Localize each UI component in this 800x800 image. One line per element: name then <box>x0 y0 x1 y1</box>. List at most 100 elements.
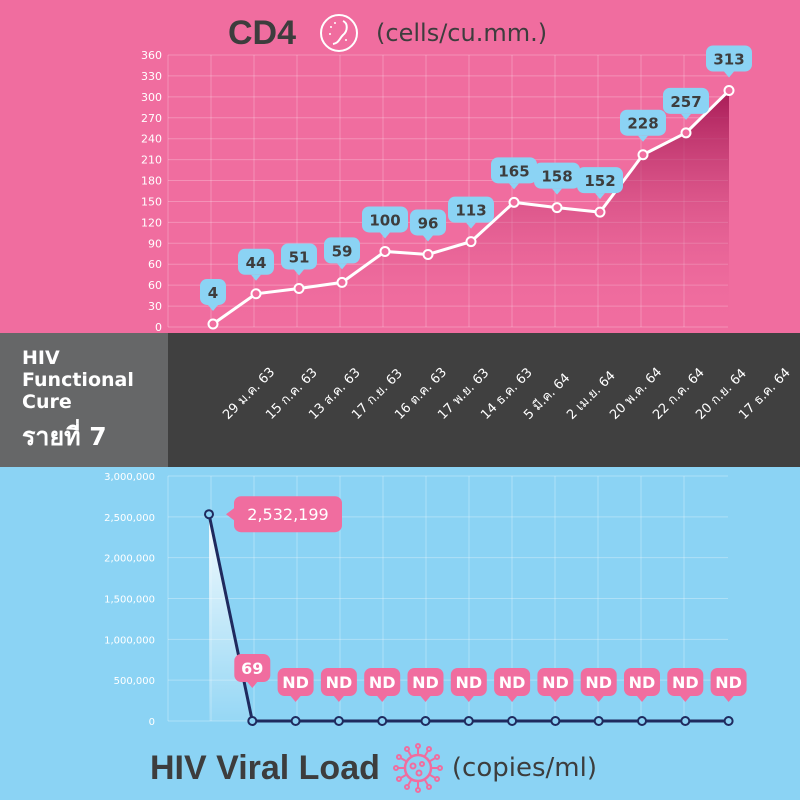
vl-label-text: 69 <box>241 659 263 678</box>
vl-label-text: ND <box>412 673 439 692</box>
cd4-label-text: 165 <box>498 162 529 180</box>
vl-label-bubble <box>277 668 314 696</box>
vl-label-pointer <box>723 696 734 702</box>
cd4-label-text: 113 <box>455 202 486 220</box>
vl-point <box>204 509 214 520</box>
virus-spike <box>428 757 436 763</box>
cd4-point <box>379 245 391 257</box>
vl-y-tick: 1,000,000 <box>104 635 155 646</box>
case-number: รายที่ 7 <box>22 422 107 451</box>
vl-y-tick: 3,000,000 <box>104 472 155 483</box>
cd4-y-tick: 360 <box>141 49 162 62</box>
vl-y-tick: 2,500,000 <box>104 513 155 524</box>
vl-data-label: ND <box>580 668 617 702</box>
virus-spike-tip <box>395 754 402 760</box>
cd4-data-label: 4 <box>200 278 226 311</box>
cd4-label-pointer <box>681 113 691 120</box>
cd4-y-tick: 330 <box>141 70 162 83</box>
virus-spike-tip <box>425 784 432 791</box>
cd4-label-pointer <box>337 263 347 270</box>
cd4-y-tick: 60 <box>148 258 162 271</box>
cd4-data-label: 113 <box>448 196 494 229</box>
vl-label-bubble <box>710 668 747 696</box>
vl-data-label: ND <box>667 668 704 702</box>
vl-label-bubble <box>667 668 704 696</box>
vl-label-bubble <box>234 496 342 533</box>
vl-y-tick: 0 <box>149 717 155 728</box>
cd4-label-bubble <box>281 243 317 270</box>
vl-point <box>333 716 344 726</box>
vl-label-bubble <box>580 668 617 696</box>
cd4-data-label: 44 <box>238 248 274 281</box>
cd4-label-bubble <box>534 162 580 189</box>
cd4-title-text: CD4 <box>228 13 297 52</box>
cd4-label-pointer <box>466 222 476 229</box>
cd4-label-text: 313 <box>713 51 744 69</box>
virus-spike <box>423 750 429 758</box>
cd4-point <box>551 202 563 214</box>
vl-label-pointer <box>226 508 234 521</box>
vl-label-bubble <box>407 668 444 696</box>
viral-load-unit: (copies/ml) <box>451 753 597 783</box>
cd4-point <box>508 196 520 208</box>
cd4-y-tick: 120 <box>141 216 162 229</box>
cd4-data-label: 313 <box>706 45 752 78</box>
cd4-label-bubble <box>362 206 408 233</box>
cd4-data-label: 228 <box>620 109 666 142</box>
vl-data-label: ND <box>364 668 401 702</box>
case-box: HIV Functional Cure รายที่ 7 <box>0 333 168 467</box>
cd4-label-pointer <box>509 183 519 190</box>
vl-point <box>507 716 518 726</box>
cd4-label-text: 257 <box>670 93 701 111</box>
vl-point <box>290 716 301 726</box>
vl-data-label: ND <box>537 668 574 702</box>
vl-label-pointer <box>377 696 388 702</box>
cd4-label-pointer <box>552 188 562 195</box>
vl-point <box>377 716 388 726</box>
virus-spike-tip <box>392 765 399 771</box>
cd4-label-bubble <box>577 167 623 194</box>
cd4-label-pointer <box>595 193 605 200</box>
vl-data-label: ND <box>450 668 487 702</box>
vl-label-bubble <box>494 668 531 696</box>
virus-spike-tip <box>403 784 410 791</box>
vl-label-text: ND <box>369 673 396 692</box>
cd4-label-bubble <box>448 196 494 223</box>
cd4-label-bubble <box>324 237 360 264</box>
vl-label-pointer <box>637 696 647 702</box>
vl-point <box>637 716 647 726</box>
vl-label-pointer <box>333 696 344 702</box>
vl-point <box>550 716 561 726</box>
virus-spike-tip <box>433 776 440 782</box>
cd4-y-tick: 30 <box>148 300 162 313</box>
vl-label-bubble <box>364 668 401 696</box>
cd4-point <box>465 236 477 248</box>
cd4-point <box>680 127 692 139</box>
case-line2: Functional <box>22 369 134 391</box>
cd4-label-pointer <box>724 71 734 78</box>
cd4-point <box>594 206 606 218</box>
cd4-point <box>250 288 262 300</box>
cd4-label-pointer <box>294 269 304 276</box>
vl-y-tick: 500,000 <box>114 676 155 687</box>
cd4-label-bubble <box>663 87 709 114</box>
vl-label-bubble <box>234 654 271 682</box>
cd4-point <box>207 318 219 330</box>
vl-data-label: ND <box>624 668 660 702</box>
cd4-point <box>336 276 348 288</box>
vl-label-text: ND <box>282 673 309 692</box>
vl-label-bubble <box>537 668 574 696</box>
vl-label-pointer <box>680 696 691 702</box>
vl-data-label: ND <box>710 668 747 702</box>
cd4-y-tick: 90 <box>148 237 162 250</box>
cd4-label-text: 44 <box>246 254 267 272</box>
vl-label-text: ND <box>455 673 482 692</box>
vl-point <box>723 716 734 726</box>
virus-spike <box>428 773 436 779</box>
cd4-y-tick: 0 <box>155 321 162 334</box>
cd4-point <box>293 282 305 294</box>
cd4-y-tick: 180 <box>141 175 162 188</box>
vl-point <box>463 716 474 726</box>
vl-data-label: ND <box>320 668 357 702</box>
